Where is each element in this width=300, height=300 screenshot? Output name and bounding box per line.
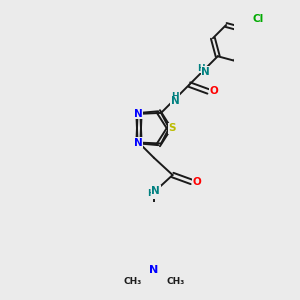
Text: H: H bbox=[171, 92, 179, 100]
Text: O: O bbox=[192, 177, 201, 187]
Text: N: N bbox=[171, 96, 180, 106]
Text: N: N bbox=[152, 186, 160, 196]
Text: N: N bbox=[134, 109, 143, 119]
Text: N: N bbox=[134, 137, 143, 148]
Text: Cl: Cl bbox=[252, 14, 263, 24]
Text: S: S bbox=[169, 123, 176, 133]
Text: CH₃: CH₃ bbox=[123, 277, 142, 286]
Text: S: S bbox=[169, 123, 176, 133]
Text: H: H bbox=[147, 189, 154, 198]
Text: O: O bbox=[209, 86, 218, 96]
Text: CH₃: CH₃ bbox=[166, 277, 184, 286]
Text: N: N bbox=[201, 67, 210, 77]
Text: N: N bbox=[149, 265, 158, 275]
Text: H: H bbox=[197, 64, 205, 73]
